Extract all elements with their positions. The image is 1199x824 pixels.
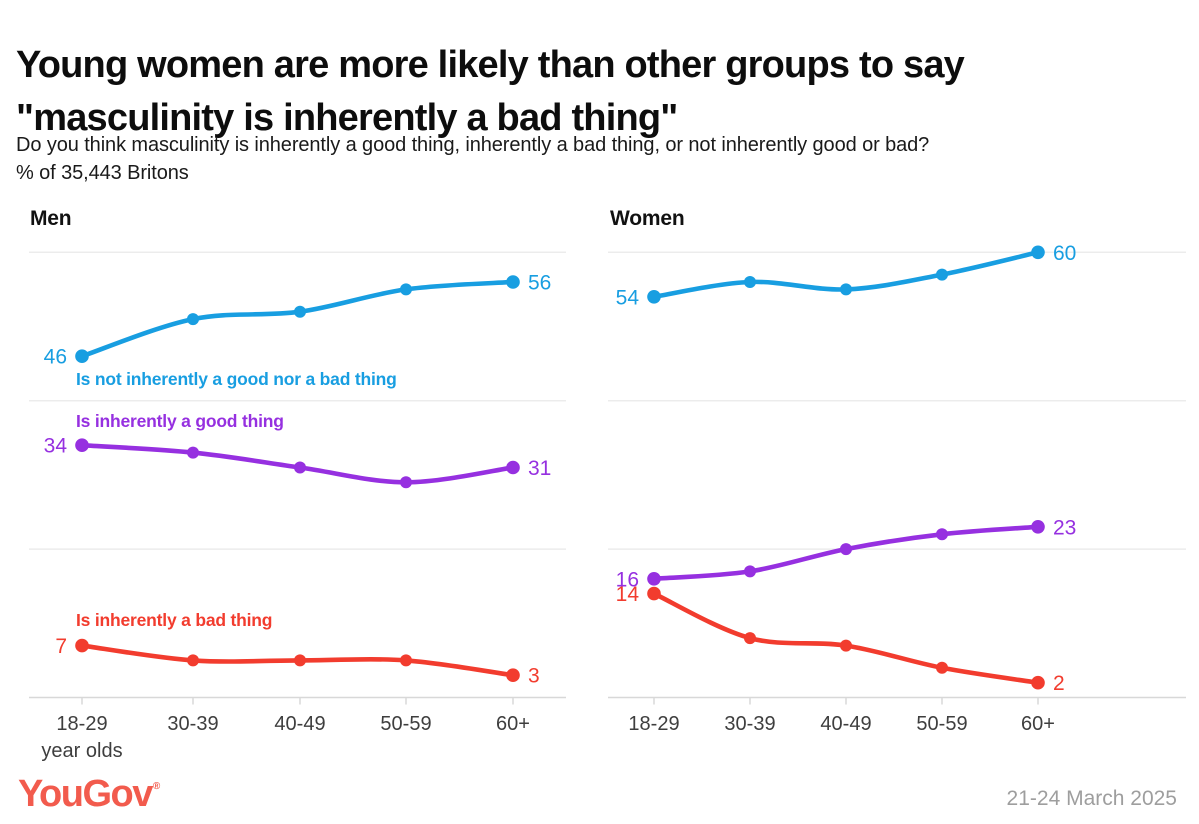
- data-point: [1031, 675, 1045, 690]
- data-point: [400, 476, 412, 489]
- fieldwork-date: 21-24 March 2025: [1006, 787, 1177, 810]
- x-tick-label: 40-49: [820, 713, 871, 735]
- x-tick-label: 30-39: [167, 713, 218, 735]
- data-point: [936, 528, 948, 541]
- data-point: [75, 638, 89, 653]
- x-tick-label: 18-29: [56, 713, 107, 735]
- yougov-logo: YouGov®: [18, 773, 161, 816]
- chart-title-line2: "masculinity is inherently a bad thing": [16, 97, 678, 140]
- first-value-label: 46: [44, 346, 67, 369]
- x-axis-sublabel: year olds: [41, 740, 122, 762]
- last-value-label: 3: [528, 665, 540, 688]
- data-point: [506, 460, 520, 475]
- first-value-label: 14: [616, 583, 640, 606]
- sample-size: % of 35,443 Britons: [16, 162, 189, 184]
- data-point: [187, 313, 199, 326]
- chart-panel-men: 18-29 30-39 40-49 50-59 60+ year olds 46 56 34 31…: [29, 251, 566, 762]
- x-tick-label: 40-49: [274, 713, 325, 735]
- data-point: [400, 283, 412, 296]
- x-tick-label: 18-29: [628, 713, 679, 735]
- chart-panel-women: 18-29 30-39 40-49 50-59 60+ 54 60 16 23 14 2: [608, 242, 1186, 735]
- data-point: [840, 639, 852, 652]
- yougov-logo-text: YouGov: [18, 773, 153, 815]
- data-point: [840, 283, 852, 296]
- last-value-label: 60: [1053, 242, 1076, 265]
- data-point: [936, 661, 948, 674]
- last-value-label: 23: [1053, 516, 1076, 539]
- data-point: [75, 438, 89, 453]
- series-label-not-good-nor-bad: Is not inherently a good nor a bad thing: [76, 369, 397, 389]
- data-point: [1031, 245, 1045, 260]
- data-point: [936, 268, 948, 281]
- last-value-label: 2: [1053, 672, 1065, 695]
- data-point: [647, 586, 661, 601]
- chart-subtitle: Do you think masculinity is inherently a…: [16, 131, 1196, 187]
- registered-trademark-icon: ®: [152, 781, 161, 793]
- chart-title-line1: Young women are more likely than other g…: [16, 44, 965, 87]
- x-tick-label: 50-59: [380, 713, 431, 735]
- data-point: [840, 543, 852, 556]
- data-point: [744, 276, 756, 288]
- data-point: [744, 632, 756, 645]
- data-point: [187, 654, 199, 667]
- data-point: [187, 446, 199, 459]
- last-value-label: 31: [528, 457, 551, 480]
- data-point: [294, 305, 306, 318]
- survey-question: Do you think masculinity is inherently a…: [16, 134, 930, 156]
- series-line: [79, 279, 516, 359]
- data-point: [400, 654, 412, 667]
- first-value-label: 34: [44, 435, 68, 458]
- data-point: [506, 275, 520, 289]
- data-point: [647, 572, 661, 586]
- first-value-label: 16: [616, 568, 639, 591]
- x-tick-label: 60+: [496, 713, 530, 735]
- chart-title: Young women are more likely than other g…: [16, 39, 1176, 145]
- data-point: [506, 668, 520, 682]
- x-tick-label: 60+: [1021, 713, 1055, 735]
- data-point: [647, 290, 661, 304]
- series-line: [651, 591, 1041, 685]
- x-tick-label: 30-39: [724, 713, 775, 735]
- series-label-good-thing: Is inherently a good thing: [76, 411, 284, 431]
- last-value-label: 56: [528, 272, 551, 295]
- panel-title-women: Women: [610, 207, 685, 230]
- data-point: [744, 565, 756, 578]
- panel-title-men: Men: [30, 207, 72, 230]
- series-label-bad-thing: Is inherently a bad thing: [76, 610, 273, 630]
- x-tick-label: 50-59: [916, 713, 967, 735]
- data-point: [294, 654, 306, 667]
- first-value-label: 54: [616, 286, 640, 309]
- data-point: [294, 461, 306, 474]
- first-value-label: 7: [55, 635, 67, 658]
- data-point: [1031, 520, 1045, 534]
- data-point: [75, 349, 89, 364]
